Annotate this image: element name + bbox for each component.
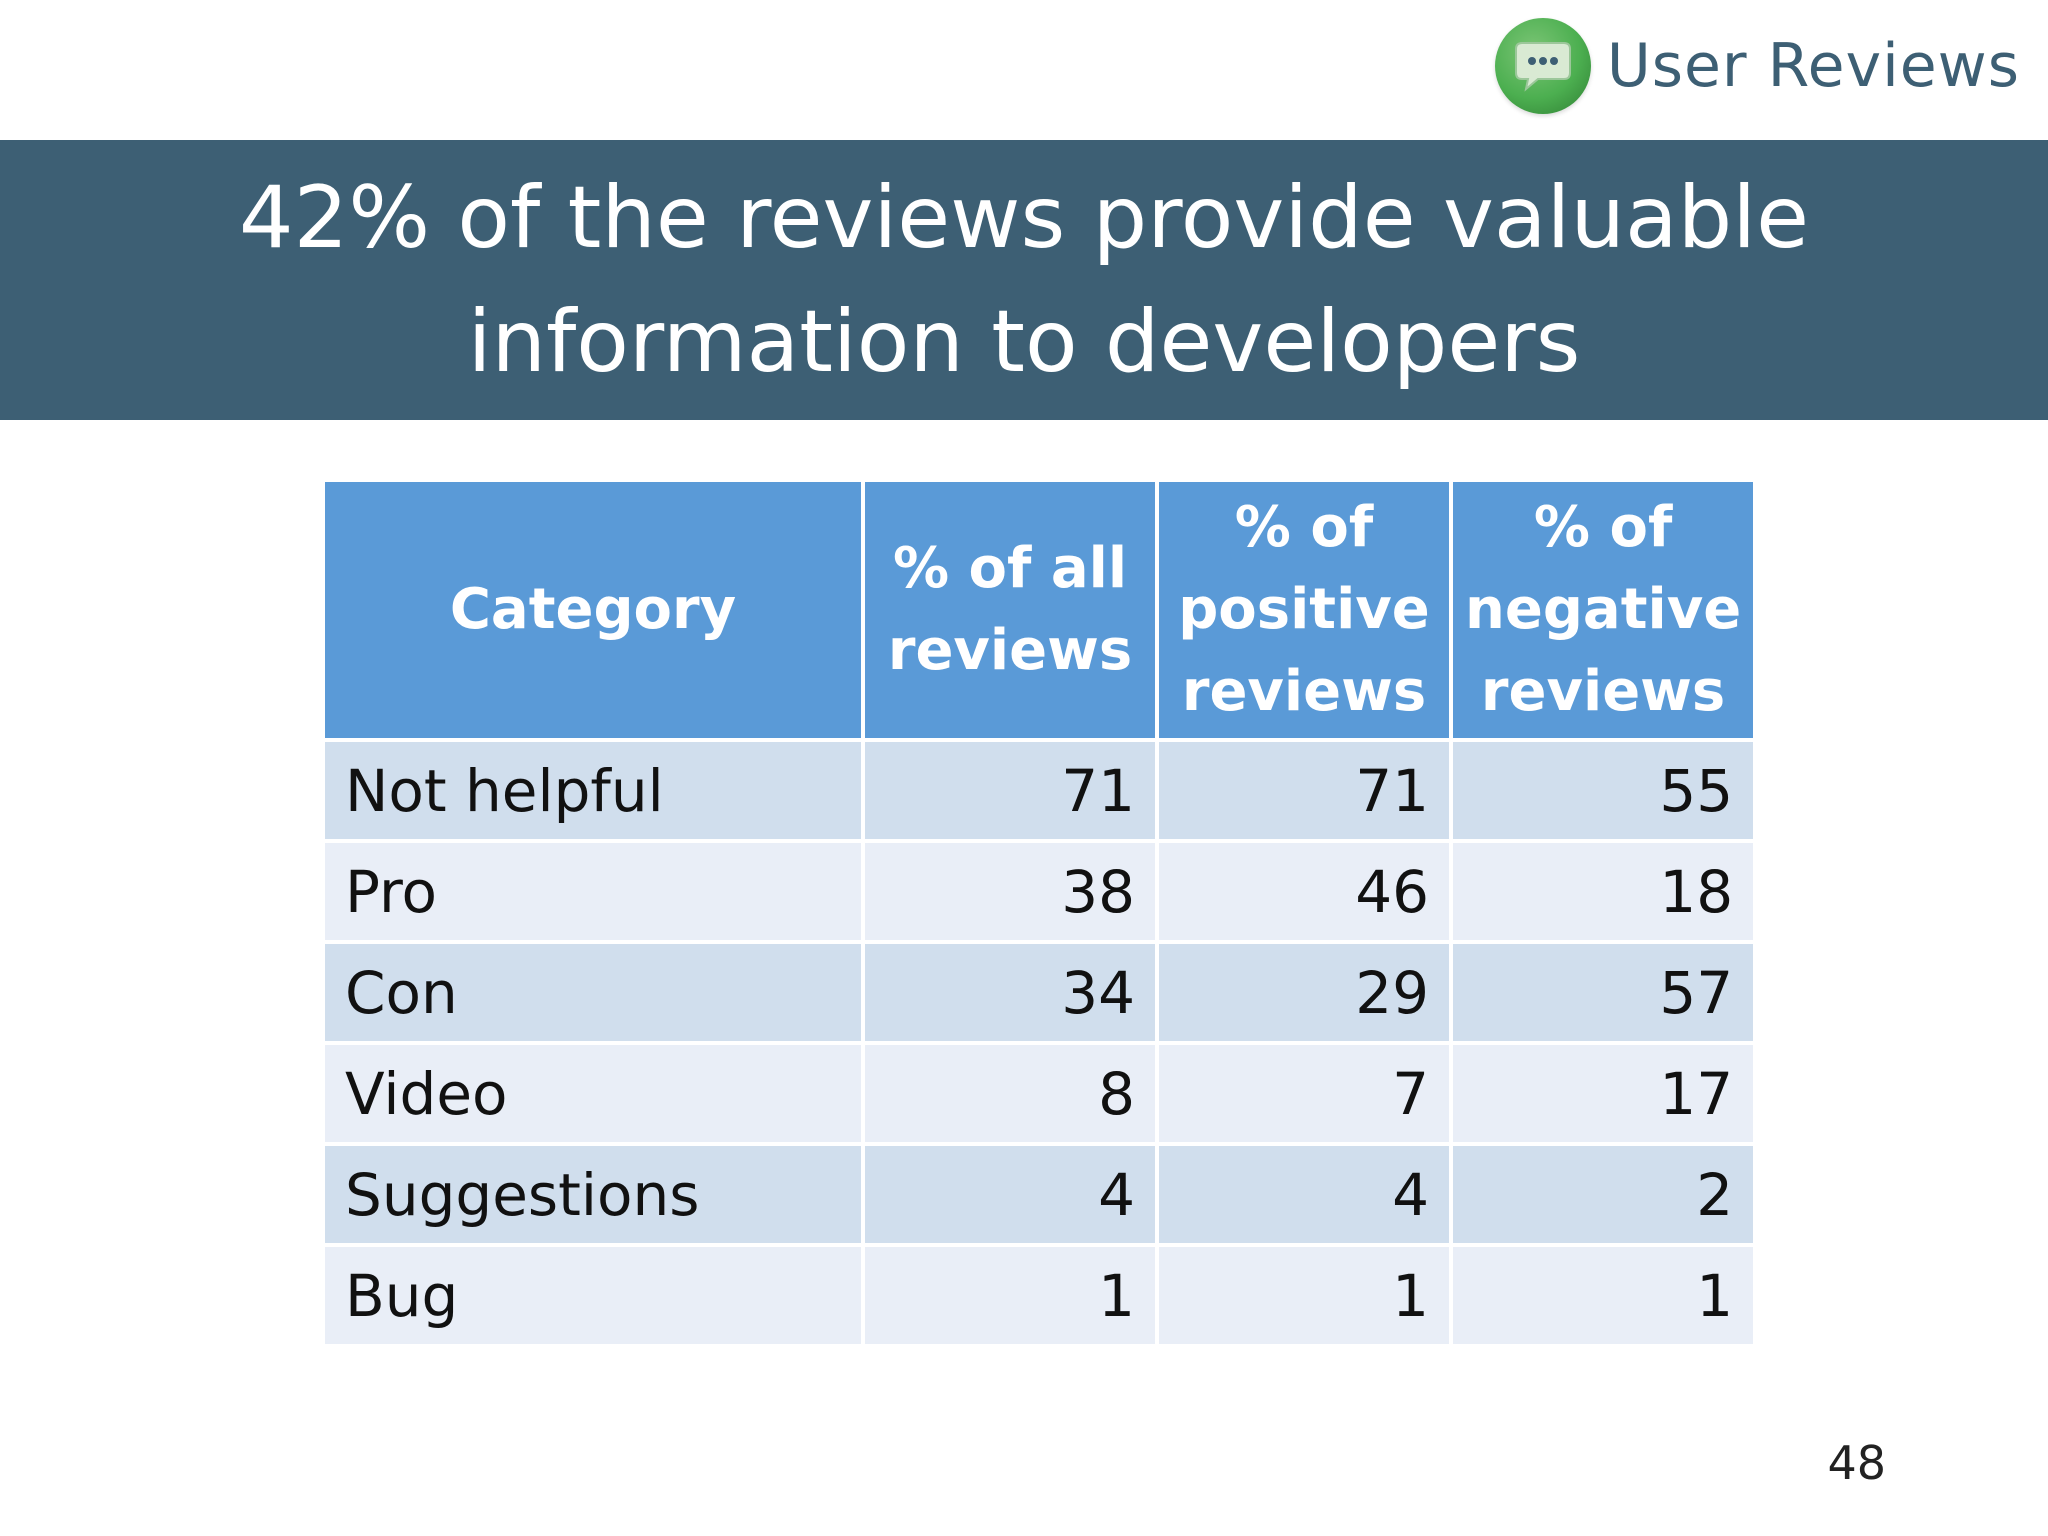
cell-category: Video	[325, 1045, 861, 1142]
cell-all: 34	[865, 944, 1155, 1041]
brand-title: User Reviews	[1606, 31, 2020, 101]
cell-negative: 55	[1453, 742, 1754, 839]
slide-title: 42% of the reviews provide valuable info…	[238, 168, 1810, 392]
cell-negative: 18	[1453, 843, 1754, 940]
page-number: 48	[1827, 1436, 1886, 1490]
cell-positive: 71	[1159, 742, 1449, 839]
cell-positive: 29	[1159, 944, 1449, 1041]
cell-all: 38	[865, 843, 1155, 940]
cell-positive: 7	[1159, 1045, 1449, 1142]
table-row: Video 8 7 17	[325, 1045, 1754, 1142]
cell-negative: 17	[1453, 1045, 1754, 1142]
table-row: Pro 38 46 18	[325, 843, 1754, 940]
cell-all: 8	[865, 1045, 1155, 1142]
cell-category: Not helpful	[325, 742, 861, 839]
cell-all: 71	[865, 742, 1155, 839]
brand: User Reviews	[1494, 18, 2020, 114]
header-all-reviews: % of all reviews	[865, 482, 1155, 738]
header-category: Category	[325, 482, 861, 738]
cell-all: 4	[865, 1146, 1155, 1243]
chat-bubble-icon	[1494, 18, 1591, 114]
table-row: Suggestions 4 4 2	[325, 1146, 1754, 1243]
table-row: Con 34 29 57	[325, 944, 1754, 1041]
header-negative-reviews: % of negative reviews	[1453, 482, 1754, 738]
table-header-row: Category % of all reviews % of positive …	[325, 482, 1754, 738]
cell-category: Bug	[325, 1247, 861, 1344]
cell-positive: 4	[1159, 1146, 1449, 1243]
table-row: Bug 1 1 1	[325, 1247, 1754, 1344]
table-row: Not helpful 71 71 55	[325, 742, 1754, 839]
cell-all: 1	[865, 1247, 1155, 1344]
header-positive-reviews: % of positive reviews	[1159, 482, 1449, 738]
cell-negative: 1	[1453, 1247, 1754, 1344]
cell-category: Suggestions	[325, 1146, 861, 1243]
cell-positive: 1	[1159, 1247, 1449, 1344]
title-banner: 42% of the reviews provide valuable info…	[0, 140, 2048, 420]
cell-category: Con	[325, 944, 861, 1041]
cell-category: Pro	[325, 843, 861, 940]
cell-negative: 2	[1453, 1146, 1754, 1243]
reviews-table: Category % of all reviews % of positive …	[321, 478, 1757, 1348]
cell-negative: 57	[1453, 944, 1754, 1041]
reviews-table-container: Category % of all reviews % of positive …	[325, 482, 1754, 1344]
cell-positive: 46	[1159, 843, 1449, 940]
